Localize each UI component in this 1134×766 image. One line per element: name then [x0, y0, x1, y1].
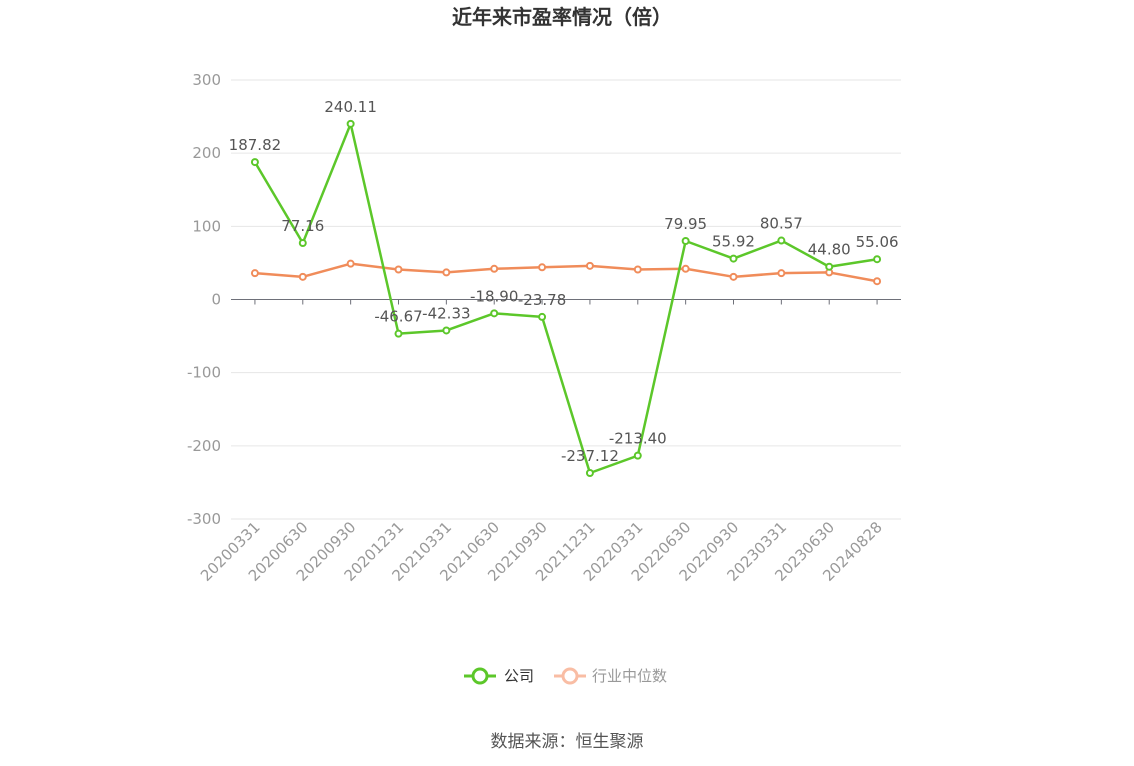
series-layer — [250, 119, 882, 477]
legend-item-industry-median[interactable]: 行业中位数 — [554, 667, 667, 685]
data-point — [585, 468, 594, 477]
legend-item-company[interactable]: 公司 — [464, 667, 534, 685]
data-point — [490, 309, 499, 318]
data-label: 187.82 — [229, 136, 282, 154]
legend: 公司 行业中位数 — [464, 667, 667, 685]
data-labels: 187.82 77.16 240.11 -46.67 -42.33-18.90 -23.7… — [229, 98, 899, 465]
data-point — [633, 265, 642, 274]
data-point — [490, 264, 499, 273]
y-tick-label: 0 — [211, 291, 221, 309]
data-label: -46.67 — [374, 308, 422, 326]
y-tick-label: -200 — [187, 437, 221, 455]
data-point — [298, 239, 307, 248]
y-axis: 300 200 100 0 -100 -200 -300 — [187, 71, 221, 528]
source-note: 数据来源：恒生聚源 — [491, 732, 644, 752]
data-point — [873, 277, 882, 286]
data-point — [825, 262, 834, 271]
series-line — [253, 122, 878, 475]
data-point — [394, 329, 403, 338]
legend-label-company: 公司 — [504, 667, 534, 685]
y-tick-label: 100 — [192, 217, 221, 235]
data-point — [681, 264, 690, 273]
data-point — [633, 451, 642, 460]
data-label: -18.90 — [470, 287, 518, 305]
data-point — [346, 119, 355, 128]
data-point — [346, 259, 355, 268]
data-point — [250, 158, 259, 167]
data-label: -237.12 — [561, 447, 619, 465]
data-point — [873, 255, 882, 264]
data-label: 79.95 — [664, 215, 707, 233]
data-label: 55.06 — [856, 233, 899, 251]
data-point — [394, 265, 403, 274]
data-label: -42.33 — [422, 304, 470, 322]
series-industry-median — [250, 259, 882, 286]
data-point — [585, 261, 594, 270]
chart-title: 近年来市盈率情况（倍） — [452, 5, 672, 29]
data-point — [777, 236, 786, 245]
data-point — [298, 272, 307, 281]
data-label: -23.78 — [518, 291, 566, 309]
data-label: -213.40 — [609, 430, 667, 448]
data-label: 55.92 — [712, 233, 755, 251]
data-label: 80.57 — [760, 215, 803, 233]
data-point — [729, 272, 738, 281]
y-tick-label: -300 — [187, 510, 221, 528]
y-tick-label: -100 — [187, 364, 221, 382]
data-point — [729, 254, 738, 263]
data-point — [442, 326, 451, 335]
data-point — [442, 268, 451, 277]
data-label: 77.16 — [281, 217, 324, 235]
data-point — [777, 269, 786, 278]
data-point — [538, 263, 547, 272]
y-tick-label: 200 — [192, 144, 221, 162]
data-label: 44.80 — [808, 241, 851, 259]
data-point — [538, 312, 547, 321]
data-point — [681, 237, 690, 246]
series-company — [250, 119, 882, 477]
grid-lines — [231, 79, 901, 520]
y-tick-label: 300 — [192, 71, 221, 89]
legend-label-industry-median: 行业中位数 — [592, 667, 667, 685]
data-label: 240.11 — [324, 98, 377, 116]
data-point — [250, 269, 259, 278]
series-line — [254, 262, 878, 283]
